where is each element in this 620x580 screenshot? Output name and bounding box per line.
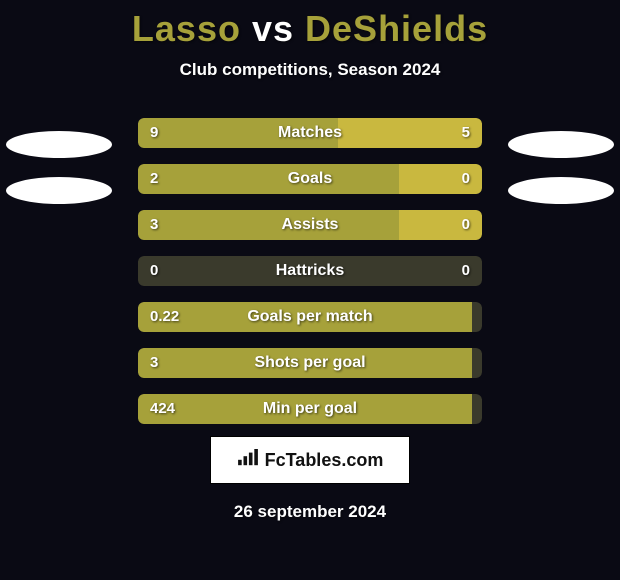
badge-text: FcTables.com	[265, 450, 384, 471]
bar-row: Min per goal424	[138, 394, 482, 424]
bar-label: Assists	[138, 210, 482, 240]
bar-label: Goals	[138, 164, 482, 194]
bar-value-right: 0	[462, 256, 470, 286]
bar-label: Matches	[138, 118, 482, 148]
title-player2: DeShields	[305, 8, 488, 49]
avatar-player1-1	[6, 131, 112, 158]
title-vs: vs	[252, 8, 294, 49]
avatar-player2-2	[508, 177, 614, 204]
bar-value-right: 0	[462, 210, 470, 240]
bar-value-left: 3	[150, 210, 158, 240]
bar-value-left: 2	[150, 164, 158, 194]
bar-row: Matches9 5	[138, 118, 482, 148]
bar-value-left: 0	[150, 256, 158, 286]
subtitle: Club competitions, Season 2024	[0, 60, 620, 80]
title-player1: Lasso	[132, 8, 241, 49]
bar-row: Hattricks0 0	[138, 256, 482, 286]
bar-value-left: 3	[150, 348, 158, 378]
bar-row: Goals2 0	[138, 164, 482, 194]
bar-value-right: 5	[462, 118, 470, 148]
bar-row: Goals per match0.22	[138, 302, 482, 332]
source-badge: FcTables.com	[210, 436, 410, 484]
page-title: Lasso vs DeShields	[0, 0, 620, 50]
bar-value-left: 9	[150, 118, 158, 148]
bar-row: Shots per goal3	[138, 348, 482, 378]
date-label: 26 september 2024	[0, 502, 620, 522]
bar-label: Goals per match	[138, 302, 482, 332]
bar-value-left: 424	[150, 394, 175, 424]
bar-label: Hattricks	[138, 256, 482, 286]
avatar-player1-2	[6, 177, 112, 204]
bar-row: Assists3 0	[138, 210, 482, 240]
bar-label: Shots per goal	[138, 348, 482, 378]
bar-value-right: 0	[462, 164, 470, 194]
bar-value-left: 0.22	[150, 302, 179, 332]
bar-chart-icon	[237, 449, 259, 472]
avatar-player2-1	[508, 131, 614, 158]
bar-label: Min per goal	[138, 394, 482, 424]
bar-container: Matches95Goals20Assists30Hattricks00Goal…	[138, 118, 482, 440]
